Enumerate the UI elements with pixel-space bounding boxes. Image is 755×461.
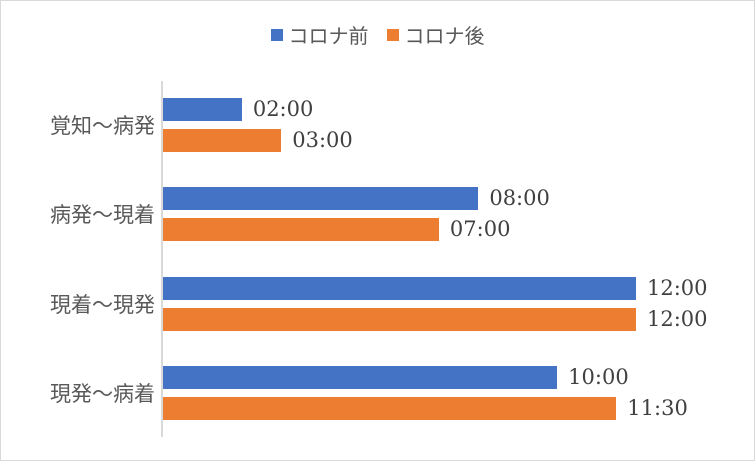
- bar-after: [163, 308, 636, 331]
- data-label: 11:30: [627, 396, 688, 420]
- bar-after: [163, 397, 617, 420]
- category-label: 現発〜病着: [50, 382, 155, 406]
- legend-swatch-orange-icon: [386, 28, 399, 41]
- bar-after: [163, 129, 282, 152]
- category-axis-line: [161, 81, 163, 437]
- bar-before: [163, 187, 479, 210]
- category-label: 覚知〜病発: [50, 114, 155, 138]
- data-label: 10:00: [568, 365, 629, 389]
- chart-legend: コロナ前 コロナ後: [0, 20, 755, 49]
- category-label: 現着〜現発: [50, 293, 155, 317]
- category-label: 病発〜現着: [50, 203, 155, 227]
- legend-item-after: コロナ後: [386, 20, 485, 49]
- legend-swatch-blue-icon: [270, 28, 283, 41]
- bar-before: [163, 366, 558, 389]
- bar-after: [163, 218, 439, 241]
- data-label: 12:00: [647, 307, 708, 331]
- legend-label: コロナ前: [288, 24, 369, 48]
- data-label: 03:00: [292, 128, 353, 152]
- data-label: 02:00: [252, 97, 314, 121]
- legend-label: コロナ後: [404, 24, 485, 48]
- bar-before: [163, 98, 242, 121]
- legend-item-before: コロナ前: [270, 20, 369, 49]
- data-label: 12:00: [647, 276, 708, 300]
- data-label: 07:00: [449, 217, 511, 241]
- bar-before: [163, 277, 636, 300]
- data-label: 08:00: [489, 186, 550, 210]
